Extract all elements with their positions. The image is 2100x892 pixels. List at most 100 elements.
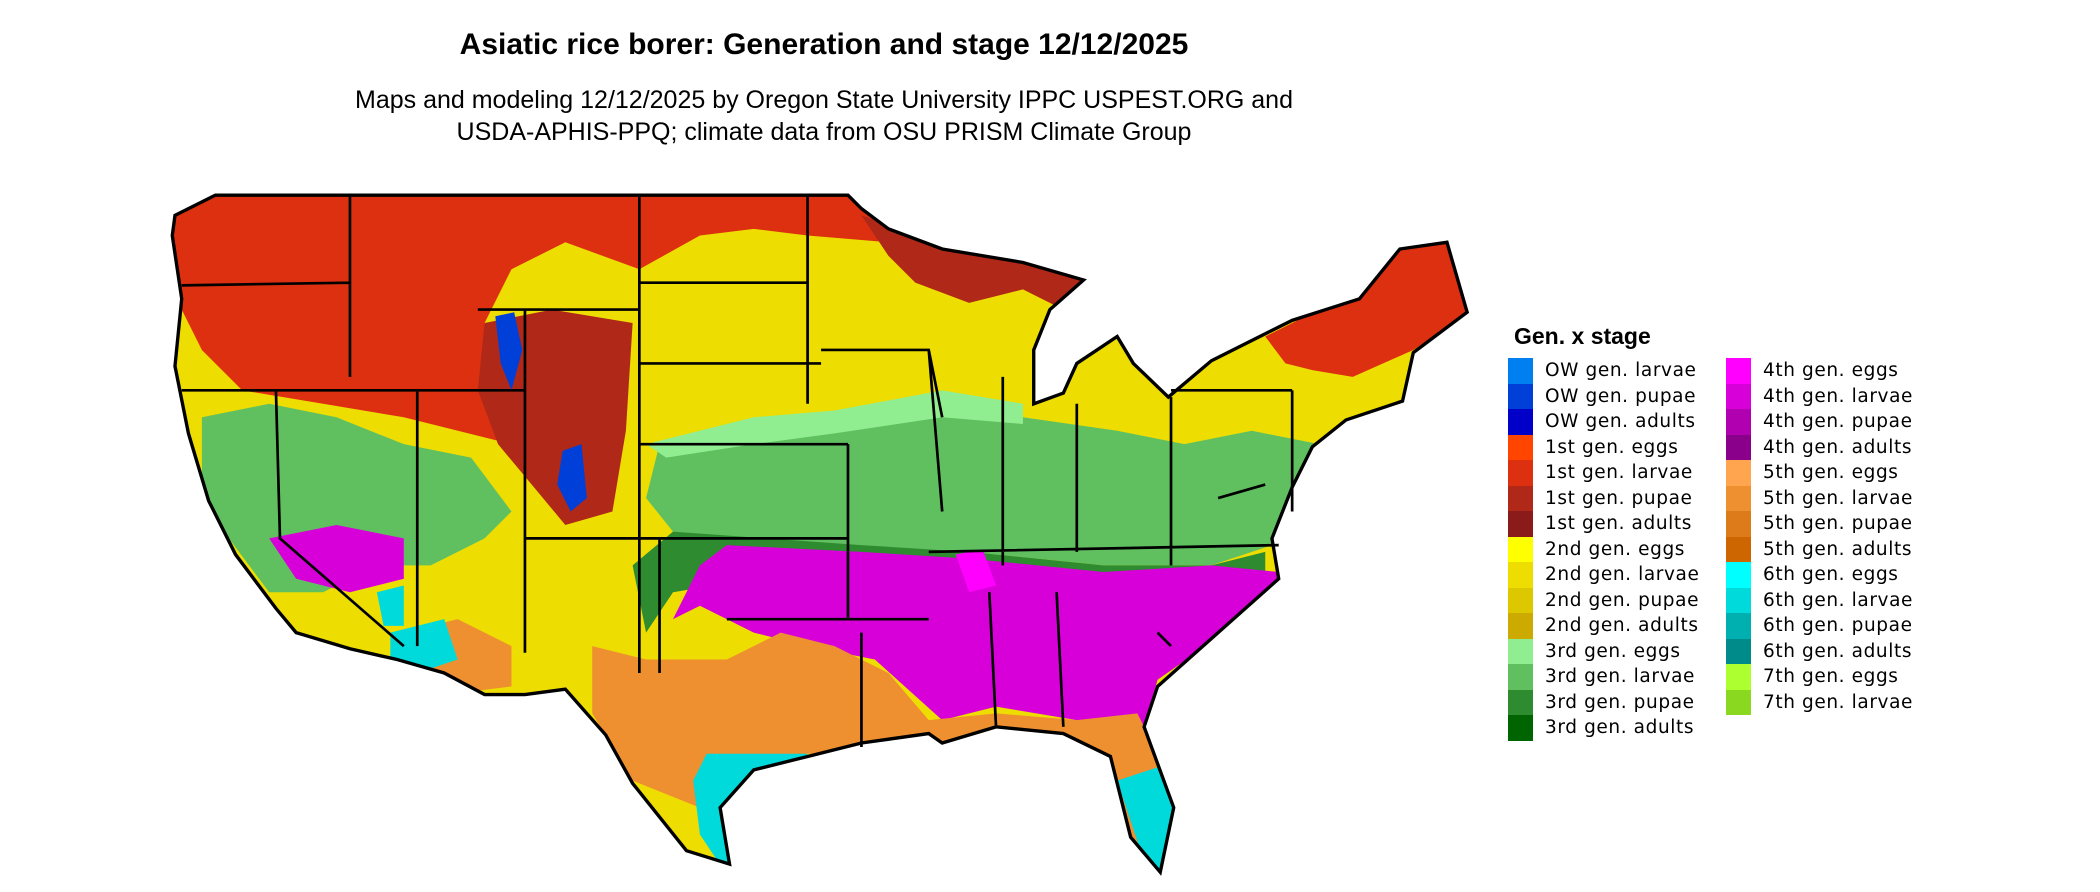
legend-item: 1st gen. larvae [1508, 460, 1693, 486]
legend-item: 2nd gen. pupae [1508, 587, 1700, 613]
region-5th-gen-gulf [592, 632, 1172, 873]
map-title: Asiatic rice borer: Generation and stage… [459, 28, 1189, 61]
legend-label: 4th gen. larvae [1763, 385, 1913, 407]
legend-item: OW gen. pupae [1508, 383, 1697, 409]
legend-label: OW gen. larvae [1545, 360, 1697, 382]
legend-swatch [1726, 383, 1751, 409]
legend-label: 3rd gen. larvae [1545, 666, 1696, 688]
legend-label: 4th gen. pupae [1763, 411, 1913, 433]
legend-label: 1st gen. adults [1545, 513, 1692, 535]
legend-swatch [1726, 358, 1751, 384]
legend-label: 3rd gen. adults [1545, 717, 1695, 739]
legend-label: 1st gen. larvae [1545, 462, 1693, 484]
legend-swatch [1726, 562, 1751, 588]
legend-label: 6th gen. adults [1763, 640, 1913, 662]
legend-item: 3rd gen. adults [1508, 715, 1694, 741]
legend-item: 1st gen. pupae [1508, 485, 1693, 511]
legend-label: 2nd gen. eggs [1545, 538, 1686, 560]
us-border [170, 193, 1470, 876]
legend-swatch [1508, 485, 1533, 511]
legend-item: 3rd gen. eggs [1508, 638, 1681, 664]
legend-label: 1st gen. pupae [1545, 487, 1693, 509]
map-subtitle-line2: USDA-APHIS-PPQ; climate data from OSU PR… [456, 118, 1192, 146]
legend-label: 7th gen. eggs [1763, 666, 1899, 688]
legend-label: OW gen. adults [1545, 411, 1696, 433]
state-borders [181, 195, 1294, 748]
legend-swatch [1726, 587, 1751, 613]
legend-swatch [1726, 664, 1751, 690]
legend-label: 5th gen. adults [1763, 538, 1913, 560]
legend-label: 2nd gen. pupae [1545, 589, 1700, 611]
legend-swatch [1508, 664, 1533, 690]
legend-swatch [1726, 613, 1751, 639]
region-ow-gen-rockies [495, 312, 587, 512]
legend-swatch [1726, 511, 1751, 537]
map-subtitle-line1: Maps and modeling 12/12/2025 by Oregon S… [355, 86, 1293, 114]
legend-label: 3rd gen. pupae [1545, 691, 1695, 713]
legend-item: 4th gen. pupae [1726, 409, 1913, 435]
region-4th-gen-south [673, 545, 1286, 727]
legend-swatch [1726, 409, 1751, 435]
legend-label: 7th gen. larvae [1763, 691, 1913, 713]
legend-item: 1st gen. adults [1508, 511, 1692, 537]
legend-swatch [1508, 638, 1533, 664]
legend-label: 6th gen. larvae [1763, 589, 1913, 611]
legend-swatch [1508, 358, 1533, 384]
legend-label: 2nd gen. adults [1545, 615, 1699, 637]
legend-label: 3rd gen. eggs [1545, 640, 1681, 662]
region-1st-gen-northeast [1265, 235, 1468, 377]
legend-swatch [1508, 460, 1533, 486]
legend-label: 4th gen. adults [1763, 436, 1913, 458]
legend-swatch [1726, 638, 1751, 664]
legend-swatch [1726, 460, 1751, 486]
legend-swatch [1508, 587, 1533, 613]
legend-swatch [1508, 562, 1533, 588]
legend-item: 7th gen. larvae [1726, 689, 1913, 715]
legend-swatch [1726, 689, 1751, 715]
legend-item: 3rd gen. larvae [1508, 664, 1695, 690]
region-1st-gen-north [172, 195, 889, 445]
legend-swatch [1726, 485, 1751, 511]
legend-label: 1st gen. eggs [1545, 436, 1679, 458]
legend-swatch [1508, 689, 1533, 715]
legend-swatch [1508, 613, 1533, 639]
legend-item: 2nd gen. adults [1508, 613, 1699, 639]
legend-swatch [1508, 383, 1533, 409]
legend-item: 7th gen. eggs [1726, 664, 1899, 690]
legend-swatch [1508, 715, 1533, 741]
legend-item: 2nd gen. larvae [1508, 562, 1699, 588]
legend-item: 6th gen. larvae [1726, 587, 1913, 613]
legend-label: 4th gen. eggs [1763, 360, 1899, 382]
legend-label: 5th gen. pupae [1763, 513, 1913, 535]
legend-item: OW gen. larvae [1508, 358, 1697, 384]
legend-item: 1st gen. eggs [1508, 434, 1679, 460]
legend-label: 2nd gen. larvae [1545, 564, 1700, 586]
legend-item: 5th gen. eggs [1726, 460, 1899, 486]
legend-item: 6th gen. adults [1726, 638, 1913, 664]
legend-item: 3rd gen. pupae [1508, 689, 1695, 715]
legend-item: 6th gen. pupae [1726, 613, 1913, 639]
legend-label: 6th gen. pupae [1763, 615, 1913, 637]
legend-item: 5th gen. adults [1726, 536, 1913, 562]
legend-label: OW gen. pupae [1545, 385, 1697, 407]
legend-item: 4th gen. eggs [1726, 358, 1899, 384]
legend-item: 6th gen. eggs [1726, 562, 1899, 588]
region-3rd-gen-eggs [646, 390, 1023, 458]
legend-item: 5th gen. larvae [1726, 485, 1913, 511]
legend-swatch [1508, 536, 1533, 562]
region-4th-gen-west [269, 524, 404, 593]
legend-item: OW gen. adults [1508, 409, 1696, 435]
region-4th-gen-eggs [955, 549, 997, 593]
legend-swatch [1726, 434, 1751, 460]
legend-item: 4th gen. larvae [1726, 383, 1913, 409]
legend-swatch [1508, 511, 1533, 537]
legend-item: 5th gen. pupae [1726, 511, 1913, 537]
legend-label: 6th gen. eggs [1763, 564, 1899, 586]
legend-swatch [1726, 536, 1751, 562]
legend-label: 5th gen. eggs [1763, 462, 1899, 484]
legend-title: Gen. x stage [1514, 323, 1651, 349]
legend-swatch [1508, 434, 1533, 460]
legend-item: 4th gen. adults [1726, 434, 1913, 460]
legend-label: 5th gen. larvae [1763, 487, 1913, 509]
